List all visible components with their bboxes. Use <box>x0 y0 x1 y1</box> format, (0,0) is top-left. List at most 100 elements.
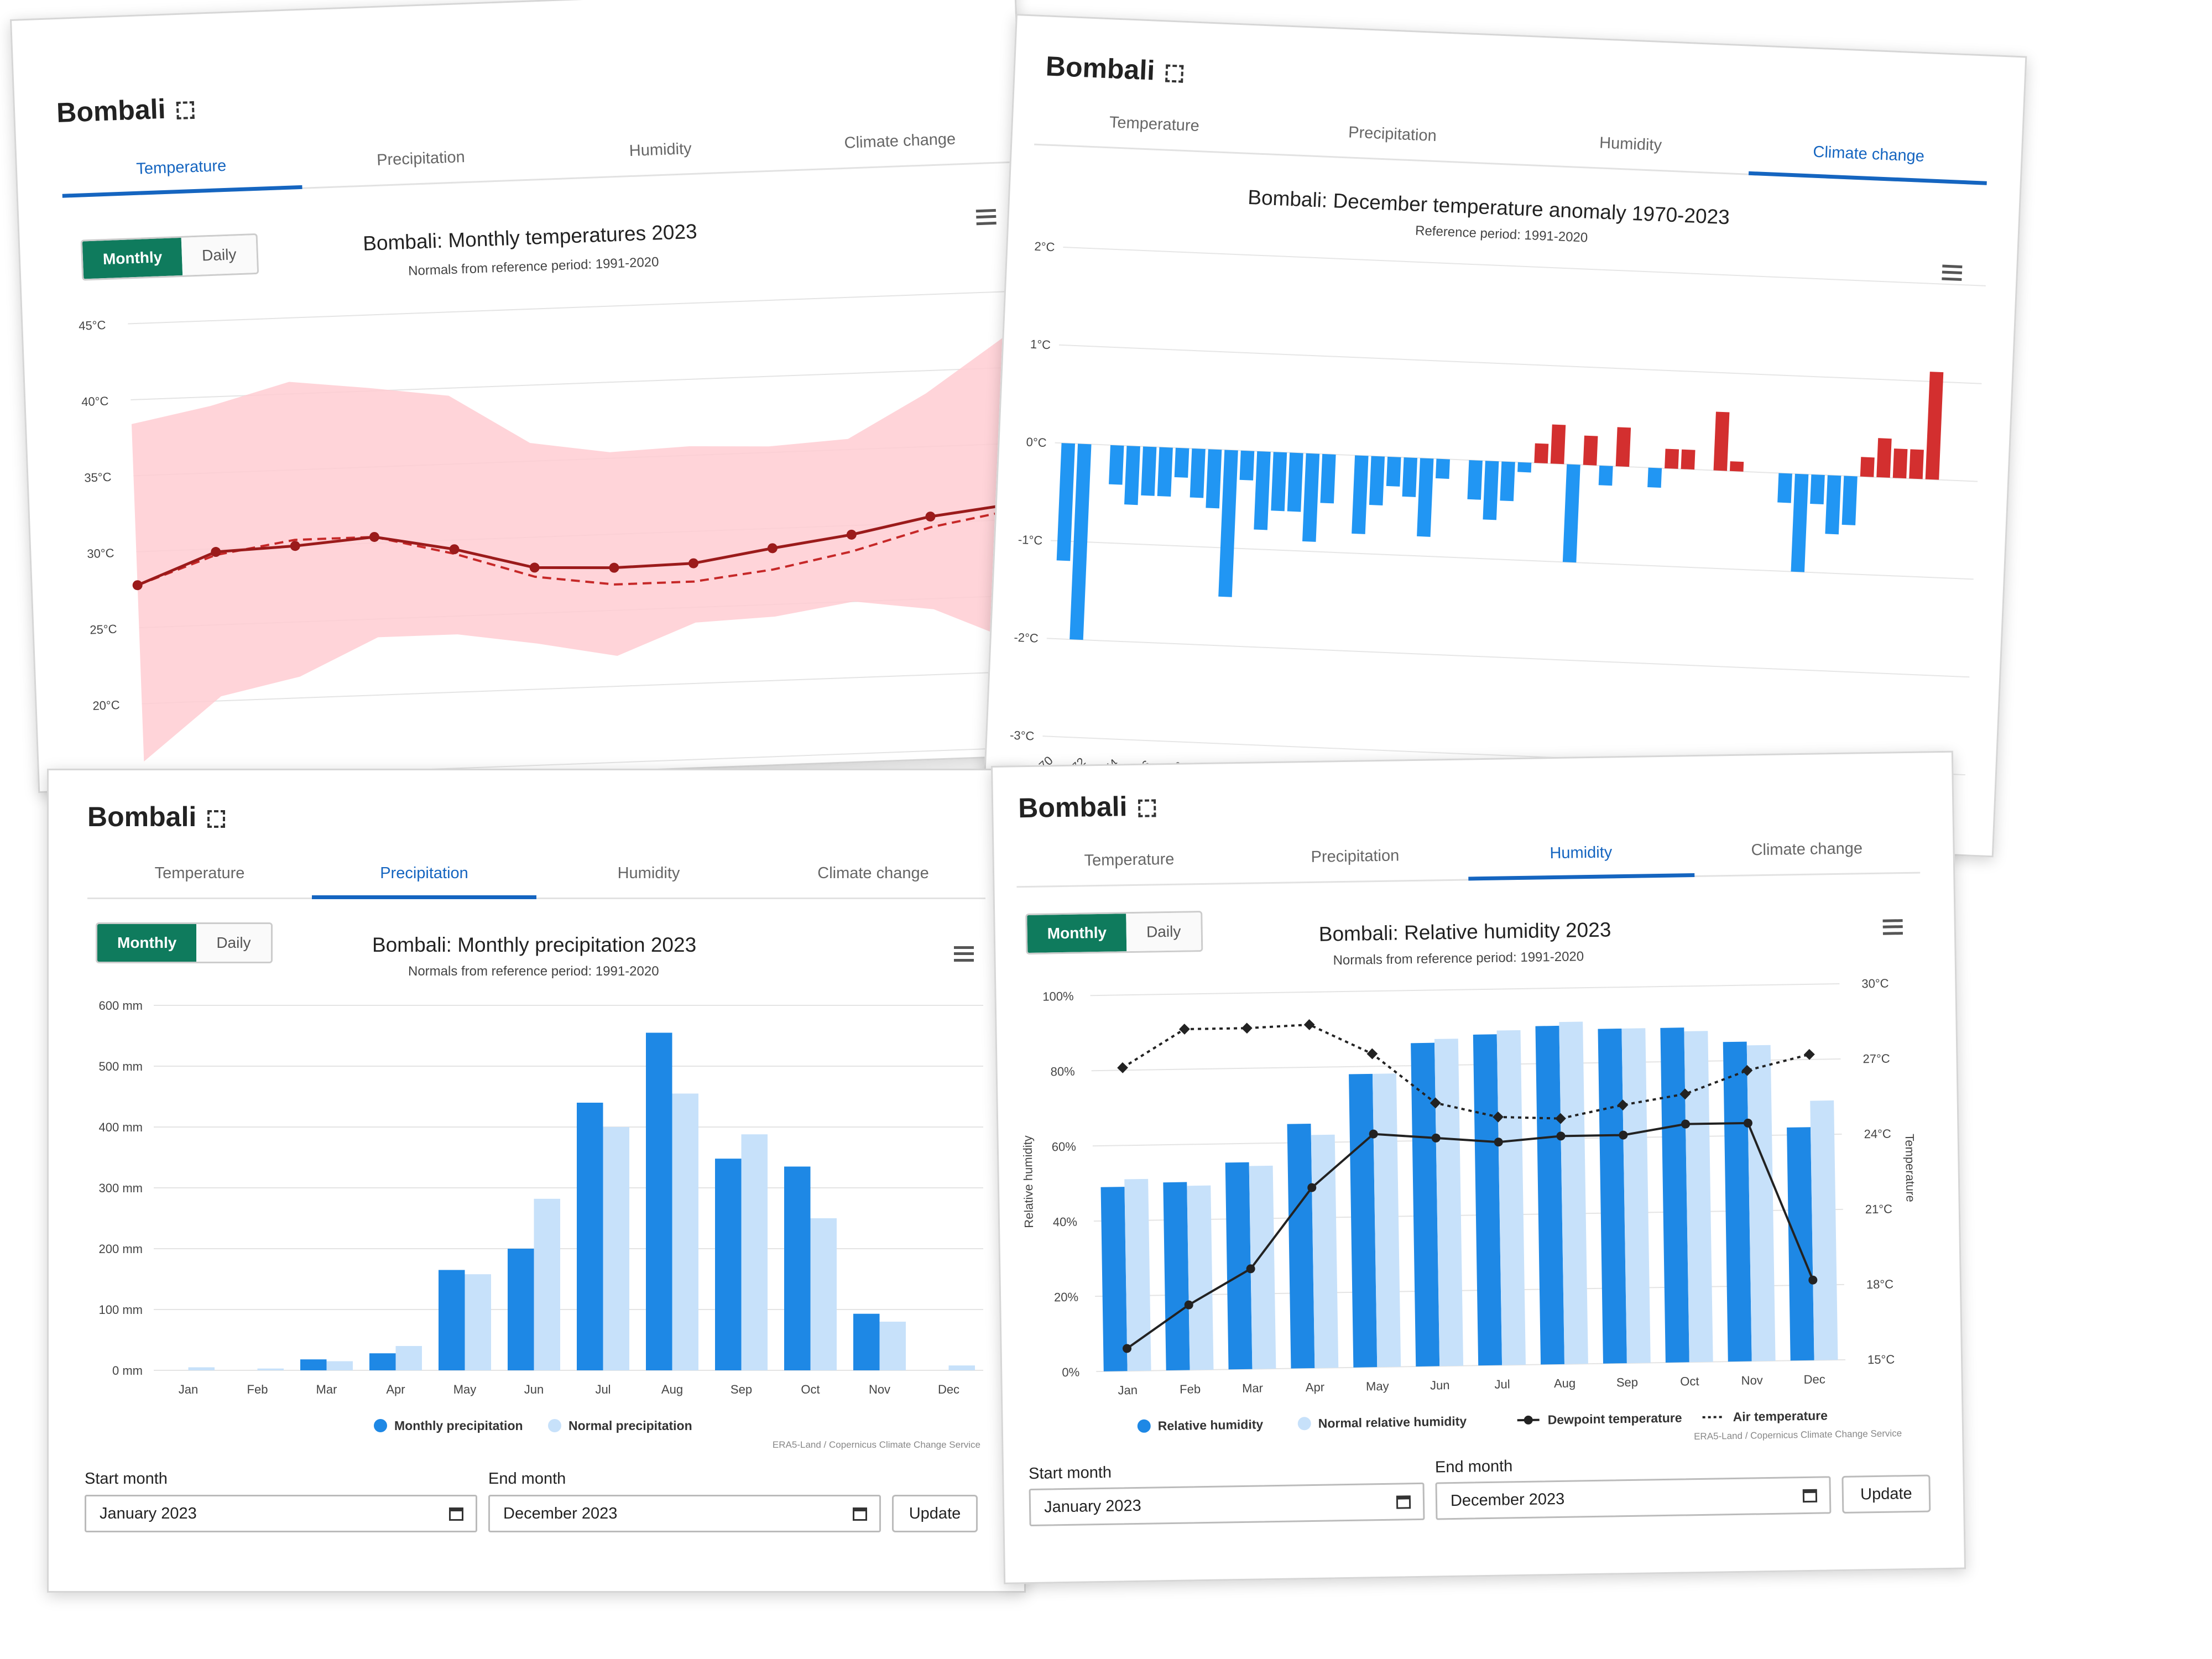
y-tick-label: 30°C <box>87 546 114 561</box>
air-temperature-point <box>1493 1111 1504 1123</box>
anomaly-bar <box>1218 450 1238 597</box>
monthly-precipitation-bar <box>369 1353 396 1370</box>
gridline <box>1093 1208 1843 1222</box>
monthly-button[interactable]: Monthly <box>82 237 183 279</box>
air-temperature-line <box>1122 1023 1810 1120</box>
fullscreen-icon[interactable] <box>1138 799 1156 817</box>
mean-temperature-point <box>369 531 379 542</box>
air-temperature-point <box>1303 1019 1315 1030</box>
mean-temperature-point <box>290 541 300 551</box>
tab-temperature[interactable]: Temperature <box>1109 113 1200 135</box>
gridline <box>1046 638 1970 678</box>
calendar-icon[interactable] <box>1802 1489 1818 1503</box>
tab-humidity[interactable]: Humidity <box>1468 831 1694 879</box>
daily-button[interactable]: Daily <box>181 234 257 275</box>
normal-precipitation-bar <box>534 1198 560 1370</box>
x-tick-label: May <box>1366 1379 1389 1394</box>
gridline <box>142 670 1043 705</box>
anomaly-bar <box>1056 443 1076 561</box>
period-toggle: Monthly Daily <box>80 233 259 281</box>
update-button[interactable]: Update <box>892 1495 978 1532</box>
tab-precipitation[interactable]: Precipitation <box>376 148 466 169</box>
calendar-icon[interactable] <box>853 1507 867 1521</box>
tab-climate-change[interactable]: Climate change <box>844 130 956 152</box>
y-tick-label: 200 mm <box>99 1242 143 1256</box>
tab-humidity[interactable]: Humidity <box>629 140 692 160</box>
anomaly-bar <box>1647 467 1662 488</box>
relative-humidity-bar <box>1535 1025 1564 1365</box>
x-tick-label: Nov <box>1741 1373 1763 1387</box>
legend-humidity-symbol <box>1137 1419 1151 1433</box>
daily-button[interactable]: Daily <box>196 924 271 962</box>
chart-title: Bombali: December temperature anomaly 19… <box>1247 185 1730 229</box>
chart-menu-icon[interactable] <box>1882 919 1903 935</box>
anomaly-bar <box>1665 448 1679 469</box>
legend-normal-symbol <box>1297 1417 1311 1431</box>
x-tick-label: Jul <box>595 1383 611 1396</box>
tab-humidity[interactable]: Humidity <box>617 864 680 882</box>
normal-precipitation-bar <box>257 1368 284 1370</box>
monthly-button[interactable]: Monthly <box>97 924 197 962</box>
dewpoint-temperature-point <box>1246 1264 1255 1274</box>
air-temperature-point <box>1117 1062 1128 1073</box>
tab-climate-change[interactable]: Climate change <box>1751 839 1863 859</box>
tab-temperature[interactable]: Temperature <box>61 143 302 196</box>
anomaly-bar <box>1254 451 1271 530</box>
fullscreen-icon[interactable] <box>1165 64 1184 83</box>
fullscreen-icon[interactable] <box>176 101 195 119</box>
anomaly-bar <box>1141 446 1157 496</box>
y-tick-label: 500 mm <box>99 1060 143 1073</box>
daily-button[interactable]: Daily <box>1126 912 1201 952</box>
tab-precipitation[interactable]: Precipitation <box>1348 123 1437 145</box>
gridline <box>1096 1359 1846 1373</box>
normal-precipitation-bar <box>741 1134 768 1370</box>
y-tick-label: -3°C <box>1010 728 1035 743</box>
y-axis-title: Relative humidity <box>1021 1135 1036 1228</box>
normal-humidity-bar <box>1124 1178 1151 1371</box>
normal-humidity-bar <box>1311 1134 1339 1368</box>
tab-precipitation[interactable]: Precipitation <box>312 853 536 899</box>
start-month-input[interactable]: January 2023 <box>1029 1482 1425 1527</box>
x-tick-label: Nov <box>869 1383 890 1396</box>
start-month-label: Start month <box>1028 1463 1112 1483</box>
fullscreen-icon[interactable] <box>207 810 226 828</box>
tab-climate-change[interactable]: Climate change <box>1749 129 1989 184</box>
normal-humidity-bar <box>1187 1185 1214 1370</box>
end-month-input[interactable]: December 2023 <box>1435 1476 1832 1520</box>
legend-normal-symbol <box>548 1419 561 1432</box>
calendar-icon[interactable] <box>1396 1495 1411 1509</box>
end-month-label: End month <box>1434 1457 1513 1477</box>
start-month-input[interactable]: January 2023 <box>85 1495 477 1532</box>
mean-temperature-point <box>529 562 540 573</box>
air-temperature-point <box>1804 1048 1815 1060</box>
dewpoint-temperature-point <box>1431 1133 1441 1142</box>
tab-temperature[interactable]: Temperature <box>154 864 245 882</box>
x-tick-label: Oct <box>1680 1374 1699 1389</box>
chart-menu-icon[interactable] <box>975 208 997 226</box>
chart-menu-icon[interactable] <box>954 946 974 962</box>
monthly-precipitation-bar <box>577 1103 603 1370</box>
normal-precipitation-bar <box>672 1093 698 1370</box>
precipitation-card: Bombali Temperature Precipitation Humidi… <box>47 769 1026 1593</box>
tab-temperature[interactable]: Temperature <box>1084 850 1175 870</box>
anomaly-bar <box>1876 438 1892 478</box>
update-button[interactable]: Update <box>1841 1474 1931 1514</box>
monthly-button[interactable]: Monthly <box>1027 914 1127 953</box>
air-temperature-point <box>1241 1022 1253 1034</box>
normal-precipitation-bar <box>948 1365 975 1370</box>
tab-humidity[interactable]: Humidity <box>1599 134 1662 155</box>
relative-humidity-bar <box>1787 1127 1814 1361</box>
normal-humidity-bar <box>1621 1028 1651 1364</box>
tab-precipitation[interactable]: Precipitation <box>1311 847 1400 866</box>
chart-subtitle: Normals from reference period: 1991-2020 <box>408 254 659 279</box>
end-month-input[interactable]: December 2023 <box>488 1495 881 1532</box>
tab-climate-change[interactable]: Climate change <box>817 864 929 882</box>
anomaly-bar <box>1271 452 1287 512</box>
anomaly-bar <box>1562 464 1580 563</box>
legend-label: Air temperature <box>1733 1408 1828 1424</box>
normal-humidity-bar <box>1249 1165 1276 1369</box>
air-temperature-point <box>1617 1099 1629 1111</box>
y2-tick-label: 15°C <box>1867 1352 1895 1366</box>
calendar-icon[interactable] <box>449 1507 463 1521</box>
legend-dewpoint-dot <box>1524 1415 1533 1425</box>
